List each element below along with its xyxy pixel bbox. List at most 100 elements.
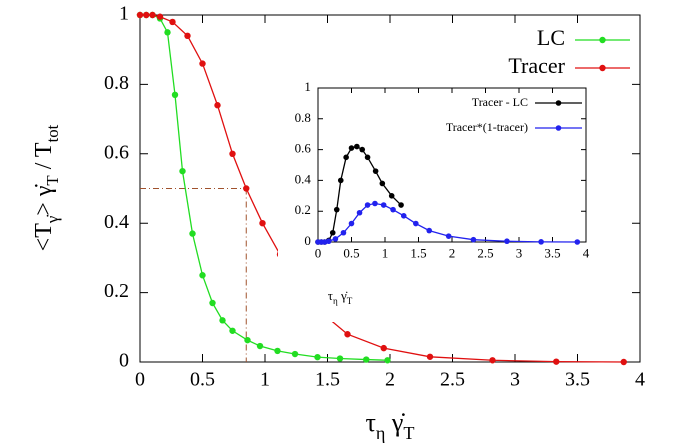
data-point [348, 145, 355, 151]
data-point [380, 344, 387, 352]
label-subscript: γ̇ [43, 215, 62, 224]
y-tick-label: 0.4 [295, 171, 312, 186]
data-point [256, 342, 264, 350]
data-point [199, 272, 206, 279]
data-point [219, 317, 226, 324]
data-point [379, 180, 386, 187]
data-point [426, 227, 433, 234]
data-point [274, 347, 281, 355]
data-point [179, 167, 186, 175]
legend-marker [555, 125, 562, 131]
x-tick-label: 4 [635, 369, 645, 391]
data-point [354, 143, 360, 150]
x-tick-label: 1.5 [410, 245, 426, 260]
data-point [504, 238, 510, 245]
label-part: <T [31, 223, 57, 252]
data-point [343, 154, 349, 161]
x-tick-label: 2.5 [477, 245, 493, 260]
x-tick-label: 0 [315, 245, 322, 260]
data-point [156, 13, 164, 20]
legend-label: Tracer*(1-tracer) [446, 120, 528, 134]
x-tick-label: 3.5 [544, 245, 560, 260]
label-part: γ̇ [338, 288, 348, 303]
data-point [538, 239, 544, 245]
data-point [363, 356, 370, 363]
data-point [384, 357, 391, 364]
data-point [426, 353, 434, 360]
data-point [329, 229, 336, 236]
axis-label: <Tγ̇> γ̇T / Ttot [31, 124, 63, 251]
data-point [325, 238, 332, 245]
data-point [229, 150, 236, 157]
data-point [169, 18, 176, 26]
data-point [229, 327, 236, 334]
data-point [489, 357, 496, 364]
data-point [333, 206, 340, 213]
y-tick-label: 0.4 [104, 211, 129, 233]
data-point [149, 11, 156, 19]
data-point [356, 209, 363, 216]
y-tick-label: 0.2 [295, 202, 311, 217]
data-point [189, 230, 196, 237]
legend-marker [555, 100, 562, 106]
data-point [336, 355, 344, 362]
data-point [398, 202, 404, 208]
label-subscript: T [403, 423, 414, 443]
y-tick-label: 0.8 [295, 110, 311, 125]
data-point [413, 220, 419, 227]
x-tick-label: 1 [382, 245, 389, 260]
legend-label: Tracer [508, 53, 565, 78]
x-tick-label: 1.5 [315, 369, 340, 391]
x-tick-label: 2 [385, 369, 395, 391]
data-point [337, 177, 344, 184]
y-tick-label: 0.6 [104, 141, 129, 163]
inset-background [278, 78, 606, 322]
legend-marker [599, 36, 606, 44]
data-point [364, 202, 371, 208]
legend-label: Tracer - LC [472, 95, 528, 109]
axis-label: τη γ̇T [365, 408, 414, 443]
x-tick-label: 1 [260, 369, 270, 391]
data-point [136, 11, 144, 19]
data-point [400, 213, 407, 219]
y-tick-label: 1 [119, 3, 129, 25]
data-point [199, 60, 206, 67]
data-point [171, 91, 179, 99]
data-point [243, 185, 250, 192]
label-subscript: tot [43, 124, 62, 142]
label-part: τ [328, 288, 333, 303]
x-tick-label: 2.5 [440, 369, 465, 391]
label-subscript: η [333, 296, 338, 306]
data-point [390, 206, 396, 213]
y-tick-label: 0.6 [295, 141, 312, 156]
data-point [470, 236, 477, 243]
y-tick-label: 0.2 [104, 280, 129, 302]
data-point [143, 11, 150, 19]
data-point [348, 220, 355, 227]
data-point [380, 202, 387, 208]
data-point [214, 102, 221, 109]
x-tick-label: 3 [510, 369, 520, 391]
data-point [553, 358, 560, 365]
data-point [574, 239, 581, 245]
data-point [364, 154, 371, 161]
label-part: γ̇ [385, 408, 405, 437]
data-point [332, 236, 339, 242]
x-tick-label: 3 [516, 245, 523, 260]
data-point [344, 331, 351, 338]
data-point [620, 358, 627, 366]
x-tick-label: 0 [135, 369, 145, 391]
data-point [184, 32, 191, 40]
y-tick-label: 1 [304, 79, 311, 94]
label-part: / T [31, 142, 57, 175]
legend-marker [599, 64, 606, 72]
data-point [291, 350, 299, 358]
label-subscript: T [347, 296, 353, 306]
data-point [259, 220, 266, 227]
data-point [359, 146, 366, 153]
x-tick-label: 2 [449, 245, 456, 260]
data-point [372, 200, 378, 207]
data-point [372, 168, 379, 174]
axis-label: τη γ̇T [328, 288, 353, 306]
